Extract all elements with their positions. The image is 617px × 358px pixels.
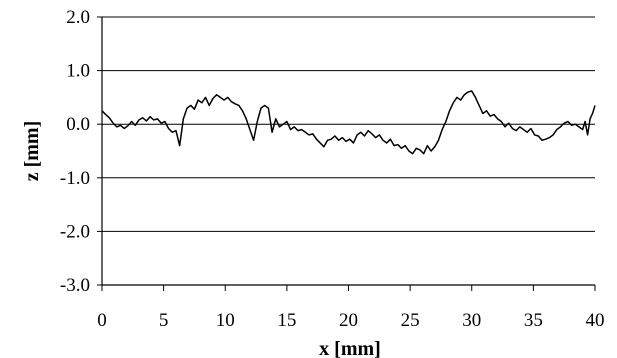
x-tick-label: 40 bbox=[586, 310, 605, 331]
x-tick-label: 35 bbox=[524, 310, 543, 331]
axes bbox=[97, 16, 596, 291]
x-tick-label: 15 bbox=[277, 310, 296, 331]
x-tick-label: 20 bbox=[339, 310, 358, 331]
y-tick-label: -2.0 bbox=[60, 221, 90, 242]
series-layer bbox=[101, 90, 596, 155]
gridlines bbox=[102, 16, 595, 286]
tick-labels: 2.0 1.0 0.0 -1.0 -2.0 -3.0 0 5 10 15 20 25 30 35 40 bbox=[60, 7, 605, 331]
y-axis-title: z [mm] bbox=[21, 121, 43, 182]
y-tick-label: -3.0 bbox=[60, 275, 90, 296]
series-line bbox=[101, 90, 596, 155]
y-tick-label: 1.0 bbox=[66, 61, 90, 82]
x-tick-label: 30 bbox=[462, 310, 481, 331]
y-tick-label: 2.0 bbox=[66, 7, 90, 28]
x-tick-label: 10 bbox=[216, 310, 235, 331]
y-tick-label: 0.0 bbox=[66, 114, 90, 135]
x-tick-label: 25 bbox=[401, 310, 420, 331]
x-tick-label: 0 bbox=[97, 310, 107, 331]
x-tick-label: 5 bbox=[159, 310, 169, 331]
y-tick-label: -1.0 bbox=[60, 168, 90, 189]
x-axis-title: x [mm] bbox=[319, 338, 381, 358]
